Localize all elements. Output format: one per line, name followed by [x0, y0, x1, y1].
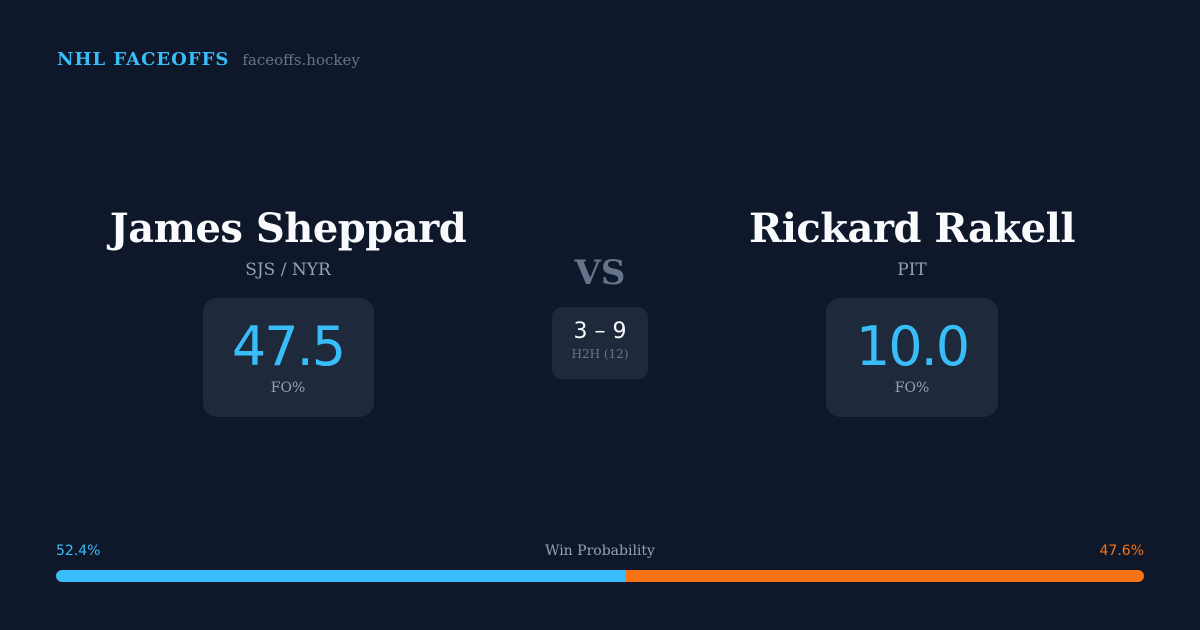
brand: NHL FACEOFFS faceoffs.hockey — [57, 49, 360, 70]
win-probability-bar — [56, 570, 1144, 582]
brand-name: NHL FACEOFFS — [57, 49, 230, 70]
player2-card: Rickard Rakell PIT 10.0 FO% — [712, 205, 1112, 417]
player2-name: Rickard Rakell — [748, 205, 1076, 252]
player2-win-probability: 47.6% — [1099, 543, 1144, 559]
player2-fo-box: 10.0 FO% — [826, 298, 998, 417]
player1-name: James Sheppard — [109, 205, 467, 252]
player1-fo-label: FO% — [270, 379, 306, 396]
player1-fo-value: 47.5 — [231, 314, 346, 378]
player1-fo-box: 47.5 FO% — [202, 298, 374, 417]
player2-fo-value: 10.0 — [855, 314, 970, 378]
h2h-box: 3 – 9 H2H (12) — [552, 307, 648, 379]
vs-label: VS — [574, 253, 626, 293]
player1-win-probability: 52.4% — [56, 543, 101, 559]
h2h-label: H2H (12) — [571, 347, 629, 361]
player2-probability-fill — [626, 570, 1144, 582]
brand-url: faceoffs.hockey — [242, 51, 360, 69]
player2-team: PIT — [897, 260, 927, 280]
player1-team: SJS / NYR — [245, 260, 331, 280]
player1-probability-fill — [56, 570, 627, 582]
win-probability-label: Win Probability — [545, 543, 655, 559]
h2h-score: 3 – 9 — [573, 319, 627, 344]
player1-card: James Sheppard SJS / NYR 47.5 FO% — [88, 205, 488, 417]
player2-fo-label: FO% — [894, 379, 930, 396]
